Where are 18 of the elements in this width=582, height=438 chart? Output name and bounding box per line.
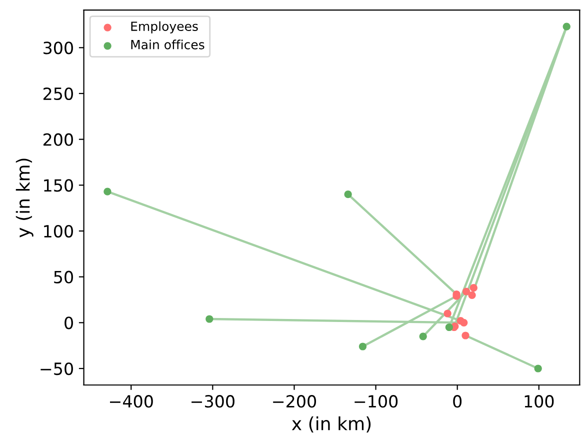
y-tick-label: 300 — [44, 42, 73, 54]
legend-label: Employees — [131, 21, 198, 34]
y-tick-label: 150 — [44, 179, 73, 192]
x-tick-label: 0 — [453, 395, 462, 408]
x-tick-label: −100 — [354, 395, 398, 408]
x-axis-title: x (in km) — [292, 416, 371, 433]
x-tick-label: −400 — [110, 395, 153, 408]
x-tick-label: 100 — [524, 395, 554, 408]
x-tick-label: −200 — [273, 395, 316, 408]
legend-label: Main offices — [131, 40, 204, 50]
y-tick-label: −50 — [40, 362, 73, 376]
y-axis-title: y (in km) — [16, 158, 34, 238]
y-tick-label: 0 — [64, 316, 73, 330]
y-tick-label: 100 — [44, 224, 73, 238]
x-tick-label: −300 — [192, 395, 234, 408]
y-tick-label: 200 — [43, 133, 73, 146]
y-tick-label: 250 — [43, 87, 73, 100]
y-tick-label: 50 — [54, 270, 73, 284]
